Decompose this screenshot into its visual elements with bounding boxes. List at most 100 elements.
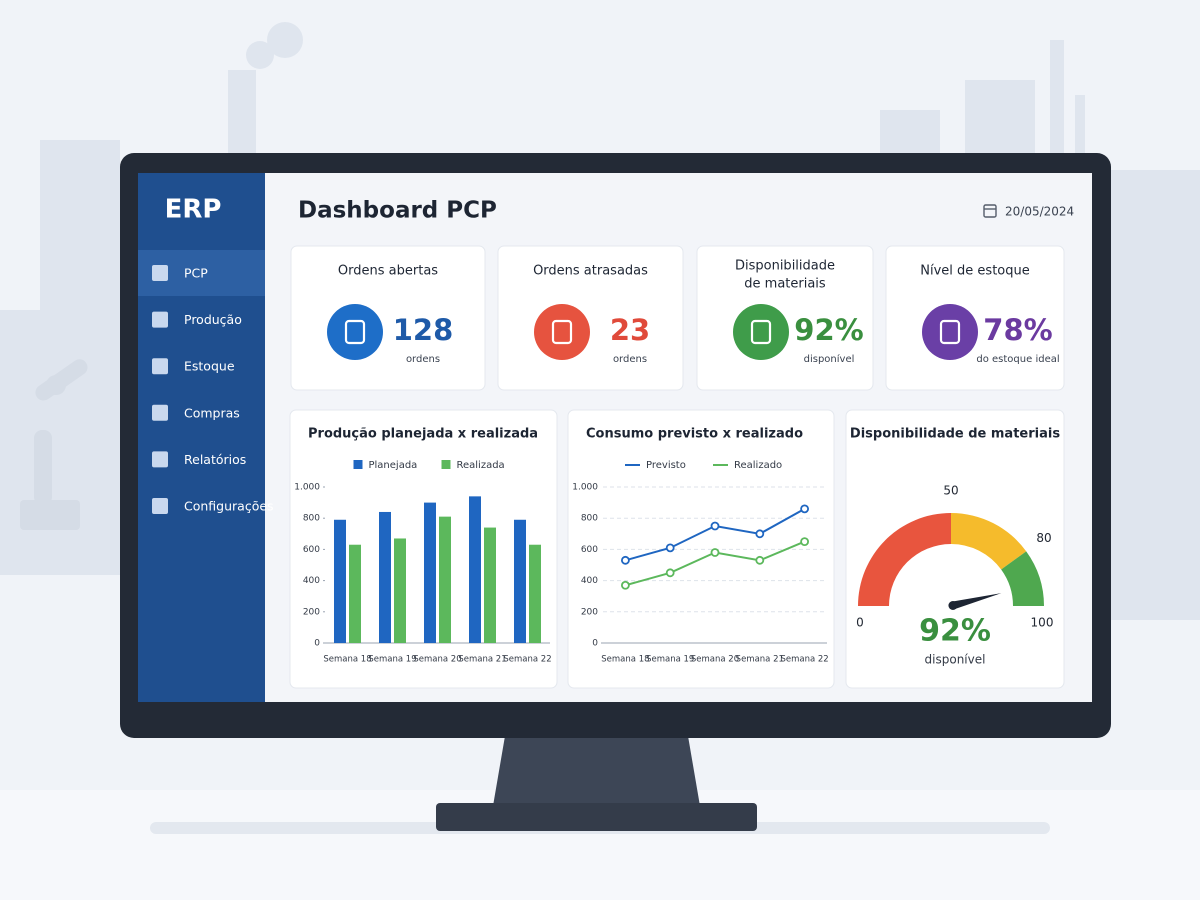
point	[621, 580, 630, 590]
menu-icon	[152, 265, 168, 281]
y-tick-label: 600	[581, 545, 598, 555]
y-tick-label: 0	[592, 639, 598, 649]
x-tick-label: Semana 20	[413, 655, 461, 665]
chart-title: Consumo previsto x realizado	[586, 427, 803, 442]
kpi-title: de materiais	[744, 277, 826, 292]
y-tick-label: 1.000	[572, 483, 598, 493]
point	[665, 568, 675, 578]
y-tick-label: 400	[581, 576, 598, 586]
gauge-band	[858, 513, 951, 606]
bar	[334, 519, 346, 643]
kpi-unit: ordens	[613, 354, 647, 365]
kpi-title: Ordens abertas	[338, 264, 438, 279]
x-tick-label: Semana 20	[691, 655, 739, 665]
kpi-icon	[733, 304, 789, 360]
gauge-needle	[951, 593, 1002, 610]
kpi-icon-glyph	[750, 319, 772, 345]
gauge-tick-label: 50	[943, 484, 958, 498]
legend-label: Realizado	[734, 460, 782, 471]
gauge-tick-label: 0	[856, 616, 864, 630]
monitor-neck	[493, 736, 700, 806]
menu-icon	[152, 498, 168, 514]
gauge-subtitle: disponível	[925, 653, 986, 667]
bar	[424, 502, 436, 643]
x-tick-label: Semana 21	[458, 655, 506, 665]
bar	[394, 538, 406, 643]
kpi-value: 78%	[983, 313, 1052, 347]
y-tick-label: 1.000	[294, 483, 320, 493]
y-tick-label: 800	[581, 514, 598, 524]
legend-label: Planejada	[369, 460, 418, 471]
legend-label: Realizada	[457, 460, 505, 471]
kpi-unit: ordens	[406, 354, 440, 365]
y-tick-label: 800	[303, 514, 320, 524]
kpi-unit: do estoque ideal	[976, 354, 1059, 365]
x-tick-label: Semana 19	[368, 655, 416, 665]
gauge-band	[1001, 551, 1044, 606]
kpi-icon	[922, 304, 978, 360]
kpi-value: 128	[393, 313, 454, 347]
x-tick-label: Semana 21	[736, 655, 784, 665]
kpi-unit: disponível	[804, 353, 855, 365]
robot-arm	[20, 359, 88, 530]
x-tick-label: Semana 22	[503, 655, 551, 665]
bar	[349, 544, 361, 643]
y-tick-label: 600	[303, 545, 320, 555]
menu-item[interactable]: Configurações	[184, 499, 274, 514]
kpi-title: Disponibilidade	[735, 259, 835, 274]
point	[800, 537, 809, 546]
kpi-title: Nível de estoque	[920, 264, 1029, 279]
point	[755, 555, 765, 565]
point	[621, 555, 630, 565]
calendar-icon	[983, 204, 997, 218]
menu-icon	[152, 451, 168, 468]
menu-icon	[152, 358, 168, 375]
kpi-icon-glyph	[939, 319, 961, 345]
kpi-icon	[534, 304, 590, 360]
y-tick-label: 200	[303, 607, 320, 617]
kpi-value: 23	[610, 313, 650, 347]
menu-item[interactable]: Compras	[184, 405, 240, 420]
kpi-card	[497, 245, 684, 391]
point	[710, 548, 720, 557]
gauge-value: 92%	[919, 614, 991, 649]
x-tick-label: Semana 22	[780, 655, 828, 665]
x-tick-label: Semana 18	[323, 655, 371, 665]
x-tick-label: Semana 19	[646, 655, 694, 665]
menu-item[interactable]: Estoque	[184, 359, 235, 374]
kpi-value: 92%	[794, 313, 863, 347]
point	[800, 504, 809, 514]
legend-swatch	[353, 460, 363, 469]
bar	[514, 519, 526, 643]
monitor-base	[436, 803, 757, 831]
y-tick-label: 200	[581, 607, 598, 617]
point	[665, 543, 675, 553]
kpi-card	[885, 245, 1065, 391]
brand: ERP	[165, 195, 222, 225]
menu-item[interactable]: Relatórios	[184, 452, 246, 467]
menu-item[interactable]: PCP	[184, 266, 208, 281]
gauge-tick-label: 100	[1031, 616, 1054, 630]
legend-swatch	[441, 460, 451, 469]
page-title: Dashboard PCP	[298, 198, 497, 224]
chart-title: Disponibilidade de materiais	[850, 427, 1060, 442]
legend-label: Previsto	[646, 460, 686, 471]
bar	[484, 527, 496, 643]
bar	[379, 511, 391, 643]
kpi-icon-glyph	[551, 319, 573, 345]
menu-icon	[152, 311, 168, 328]
bar	[439, 516, 451, 643]
kpi-icon	[327, 304, 383, 360]
point	[755, 529, 765, 539]
kpi-title: Ordens atrasadas	[533, 264, 648, 279]
menu-icon	[152, 404, 168, 421]
bar	[469, 496, 481, 643]
y-tick-label: 0	[314, 639, 320, 649]
point	[710, 521, 720, 531]
chart-card	[845, 409, 1065, 689]
gauge-tick-label: 80	[1036, 531, 1051, 545]
bar	[529, 544, 541, 643]
x-tick-label: Semana 18	[601, 655, 649, 665]
menu-item[interactable]: Produção	[184, 312, 242, 327]
